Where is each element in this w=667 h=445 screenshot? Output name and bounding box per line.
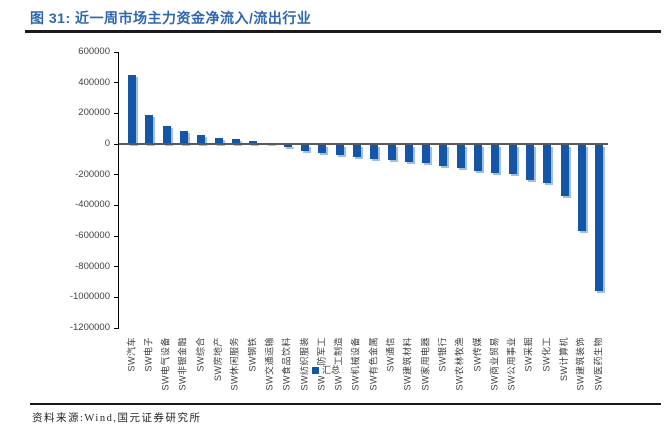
x-axis-label-text: SW建筑装饰 [575,337,586,391]
y-axis-tick-label: -800000 [75,260,110,272]
bar [422,145,431,164]
x-axis-label-text: SW电子 [143,337,154,372]
x-axis-label-text: SW非银金融 [177,337,188,391]
bar [283,145,292,147]
y-axis-tick [114,204,119,206]
y-axis-tick-label: -1000000 [69,291,110,303]
x-axis-label-text: SW食品饮料 [281,337,292,391]
y-axis-tick [114,174,119,176]
y-axis-tick-label: -600000 [75,230,110,241]
legend-color-swatch [312,367,319,374]
bar [197,134,206,144]
x-axis-label-text: SW计算机 [558,337,569,381]
y-axis-tick-label: -1200000 [69,322,110,333]
x-axis-label-text: SW钢铁 [247,337,258,372]
bar [145,114,154,144]
bar [439,145,448,166]
y-axis-tick-label: -200000 [75,168,110,180]
y-axis-tick [114,327,119,329]
bar [318,145,327,154]
bar [560,145,569,196]
x-axis-label-text: SW传媒 [472,337,482,372]
bar [162,126,171,144]
bar [387,145,396,161]
y-axis-tick-label: 0 [104,138,110,149]
y-axis-tick [114,266,119,268]
bar [249,140,258,144]
bar [595,145,604,291]
x-axis-label-text: SW通信 [385,337,396,372]
y-axis-tick-label: 200000 [78,107,110,119]
title-divider-line [25,30,661,33]
y-axis-tick-label: 400000 [78,76,110,88]
x-axis-label-text: SW有色金属 [368,337,379,391]
figure-number-label: 图 31: [30,10,71,26]
x-axis-label-text: SW轻工制造 [333,337,344,391]
x-axis-label-text: SW公用事业 [506,337,517,391]
bar [179,130,188,144]
data-source-note: 资料来源:Wind,国元证券研究所 [32,413,202,424]
y-axis-tick-label: 600000 [78,46,110,57]
x-axis-label-text: SW化工 [541,337,552,372]
x-axis-label-text: SW国防军工 [316,337,327,391]
x-axis-label-text: SW电气设备 [160,337,171,391]
x-axis-label-text: SW家用电器 [420,337,431,391]
y-axis-tick [114,51,119,53]
bar [508,145,517,175]
bar [474,145,482,172]
y-axis-tick-label: -400000 [75,199,110,211]
bar [301,145,309,152]
x-axis-label-text: SW机械设备 [350,337,361,391]
bar [456,145,465,168]
zero-axis-line [119,143,608,145]
x-axis-label-text: SW纺织服装 [299,337,309,391]
bar-chart-plot-area [114,51,608,329]
x-axis-label-text: SW商业贸易 [489,337,500,391]
x-axis-label-text: SW汽车 [126,337,136,372]
bar [214,137,223,144]
bar [491,145,500,173]
x-axis-label-text: SW农林牧渔 [454,337,465,391]
x-axis-label-text: SW交通运输 [264,337,275,391]
x-axis-label-text: SW医药生物 [593,337,604,391]
bar [370,145,379,159]
y-axis-tick [114,235,119,237]
bar [525,145,534,180]
figure-title-text: 近一周市场主力资金净流入/流出行业 [75,10,312,26]
x-axis-label-text: SW银行 [437,337,448,372]
bar [543,145,552,184]
y-axis-tick [114,296,119,298]
figure-title: 图 31: 近一周市场主力资金净流入/流出行业 [30,8,311,28]
bar [577,145,586,231]
x-axis-label-text: SW休闲服务 [229,337,240,391]
bar [231,139,240,144]
bar [128,75,136,144]
bar [352,145,361,157]
x-axis-label-text: SW房地产 [212,337,223,381]
y-axis-tick [114,143,119,145]
y-axis-tick [114,112,119,114]
footer-divider-line [30,403,661,405]
bar [404,145,413,162]
bar [335,145,344,155]
x-axis-label-text: SW采掘 [523,337,534,372]
y-axis-tick [114,82,119,84]
chart-legend: 汇总 [310,365,343,376]
x-axis-label-text: SW综合 [195,337,206,372]
legend-series-label: 汇总 [322,365,341,375]
x-axis-label-text: SW建筑材料 [402,337,413,391]
